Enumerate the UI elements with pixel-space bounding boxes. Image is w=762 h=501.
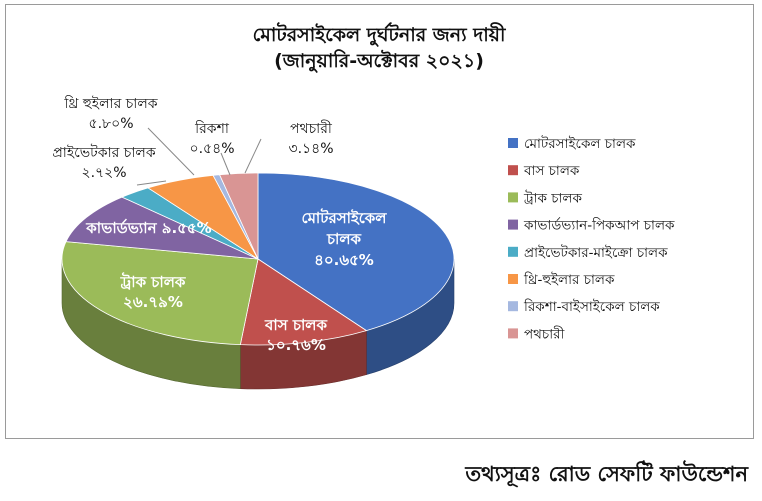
pie-labels: মোটরসাইকেল চালক ৪০.৬৫% বাস চালক ১০.৭৬% ট্রাক … (52, 95, 387, 354)
slice-pct-5: ৫.৮০% (88, 116, 133, 132)
slice-pct-2: ২৬.৭৯% (123, 293, 183, 311)
chart-subtitle: (জানুয়ারি-অক্টোবর ২০২১) (274, 49, 484, 73)
pie-tops (61, 172, 455, 346)
slice-label-0-line2: চালক (326, 230, 362, 248)
legend-swatch-7 (508, 328, 518, 339)
legend-swatch-3 (508, 219, 518, 230)
slice-pct-0: ৪০.৬৫% (314, 251, 374, 269)
slice-label-2: ট্রাক চালক (120, 272, 186, 291)
leader-line-7 (244, 138, 262, 174)
legend-swatch-2 (508, 192, 518, 203)
legend-entry-3: কাভার্ডভ্যান-পিকআপ চালক (523, 217, 675, 234)
legend-entry-5: থ্রি-হুইলার চালক (523, 271, 615, 288)
legend-swatch-1 (508, 165, 518, 176)
slice-pct-7: ৩.১৪% (288, 141, 333, 157)
leader-line-6 (220, 152, 231, 176)
leader-line-4 (136, 180, 167, 186)
slice-label-6: রিকশা (194, 120, 230, 137)
slice-label-1: বাস চালক (264, 316, 327, 334)
slice-label-0: মোটরসাইকেল (302, 208, 388, 227)
legend-swatch-5 (508, 274, 518, 284)
source-note: তথ্যসূত্রঃ রোড সেফটি ফাউন্ডেশন (465, 462, 748, 486)
slice-pct-1: ১০.৭৬% (266, 336, 326, 354)
legend-entry-1: বাস চালক (523, 163, 580, 179)
pie-slice-3 (65, 196, 259, 260)
legend-entry-2: ট্রাক চালক (523, 189, 582, 206)
slice-label-7: পথচারী (290, 120, 333, 137)
legend-entry-7: পথচারী (524, 325, 566, 342)
chart-title: মোটরসাইকেল দুর্ঘটনার জন্য দায়ী (253, 22, 507, 47)
slice-pct-4: ২.৭২% (81, 165, 126, 181)
pie-slice-1 (239, 258, 368, 346)
slice-label-5: থ্রি হুইলার চালক (63, 95, 157, 112)
slice-pct-6: ০.৫৪% (189, 141, 234, 157)
pie-leader-lines (136, 127, 262, 186)
legend: মোটরসাইকেল চালক বাস চালক ট্রাক চালক কাভার্ড… (508, 135, 675, 342)
legend-swatch-4 (508, 246, 518, 257)
chart-frame: মোটরসাইকেল দুর্ঘটনার জন্য দায়ী (জানুয়া… (5, 4, 754, 439)
leader-line-5 (147, 127, 195, 176)
slice-label-3: কাভার্ডভ্যান ৯.৫৫% (85, 218, 211, 237)
legend-entry-4: প্রাইভেটকার-মাইক্রো চালক (524, 244, 668, 261)
legend-entry-0: মোটরসাইকেল চালক (524, 135, 636, 152)
pie-slice-2 (61, 241, 259, 346)
pie-slice-7 (218, 172, 259, 260)
pie-chart: মোটরসাইকেল দুর্ঘটনার জন্য দায়ী (জানুয়া… (52, 22, 675, 390)
legend-swatch-6 (508, 301, 518, 312)
slice-label-4: প্রাইভেটকার চালক (52, 144, 156, 161)
legend-entry-6: রিকশা-বাইসাইকেল চালক (523, 298, 660, 315)
legend-swatch-0 (508, 138, 518, 148)
